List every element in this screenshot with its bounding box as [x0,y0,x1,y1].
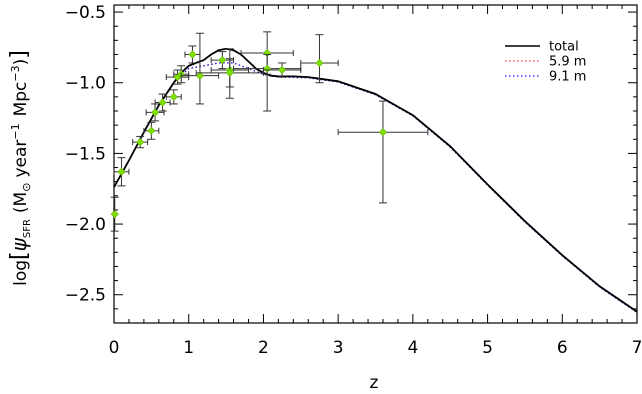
legend-entry: 9.1 m [505,70,586,85]
y-label-exp2: −3 [9,65,22,81]
point-marker [188,50,197,59]
data-point [165,89,182,105]
point-marker [195,71,204,80]
legend-label: 5.9 m [549,55,586,70]
point-marker [225,68,234,77]
data-point [262,62,302,78]
y-tick-label: −2.5 [65,286,106,306]
data-point [337,100,429,204]
y-label-sub: SFR [22,219,33,238]
y-label-exp1: −1 [9,123,22,139]
point-marker [110,210,119,219]
data-point [180,32,220,105]
x-tick-label: 4 [407,338,418,358]
x-tick-label: 1 [183,338,194,358]
y-label-mpc: Mpc [11,82,31,117]
point-marker [218,56,227,65]
point-marker [158,98,167,107]
data-point [132,135,149,149]
x-axis-label: z [370,373,379,393]
data-point [195,58,264,88]
data-point [110,196,119,232]
x-tick-label: 3 [333,338,344,358]
data-point [184,45,201,64]
y-tick-label: −1.0 [65,74,106,94]
y-label-log: log [11,260,31,286]
x-tick-label: 5 [482,338,493,358]
x-tick-label: 7 [632,338,642,358]
legend-label: 9.1 m [549,70,586,85]
y-tick-label: −1.5 [65,144,106,164]
legend-entry: 5.9 m [505,55,586,70]
y-label-bracket-open: [ [7,251,32,260]
plot-frame [113,4,638,324]
legend-entry: total [505,40,579,55]
y-label-psi: ψ [7,237,31,251]
y-label-year: year [11,140,31,178]
point-marker [151,108,160,117]
point-marker [136,138,145,147]
x-tick-label: 0 [109,338,120,358]
point-marker [378,128,387,137]
point-marker [315,58,324,67]
point-marker [147,126,156,135]
y-tick-label: −2.0 [65,215,106,235]
point-marker [169,92,178,101]
y-label-open: (M [11,192,31,213]
x-tick-label: 6 [557,338,568,358]
y-label-sun: ⊙ [20,183,33,192]
y-label-bracket-close: ] [7,50,32,59]
y-label-close: ) [11,59,31,66]
point-marker [278,65,287,75]
y-tick-label: −0.5 [65,3,106,23]
x-tick-label: 2 [258,338,269,358]
data-point [300,34,339,84]
data-point [113,157,130,187]
legend-label: total [549,40,579,55]
axes: 0 1 2 3 4 5 6 7 −0.5 −1.0 −1.5 −2.0 −2.5 [65,3,642,358]
data-point [165,69,190,85]
data-point [143,121,160,140]
data-point [154,93,171,112]
data-points [110,31,429,232]
point-marker [117,167,126,176]
y-axis-label: log[ψSFR (M⊙ year−1 Mpc−3)] [7,50,33,286]
